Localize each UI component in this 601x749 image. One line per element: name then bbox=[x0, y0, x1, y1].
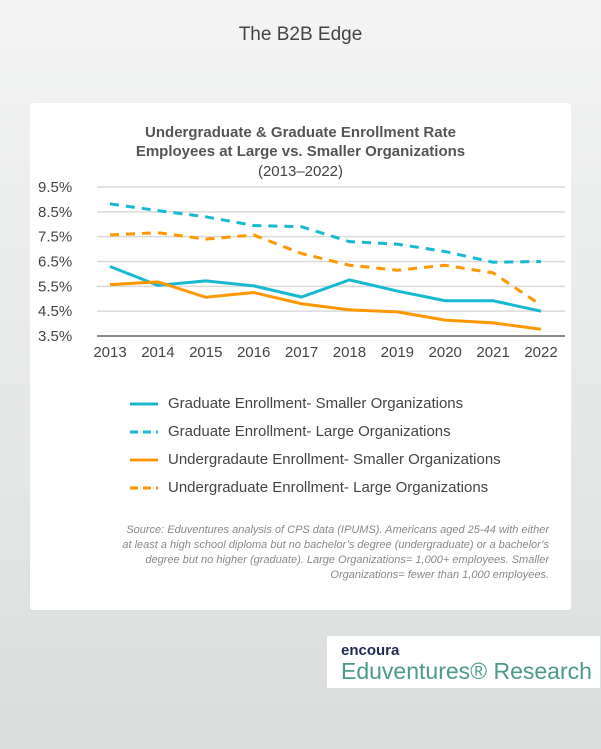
x-tick-label: 2020 bbox=[429, 344, 462, 361]
series-line bbox=[109, 265, 542, 313]
chart-title: Undergraduate & Graduate Enrollment Rate… bbox=[135, 124, 466, 160]
y-tick-label: 9.5% bbox=[38, 179, 72, 196]
page-header: The B2B Edge bbox=[238, 24, 363, 45]
series-line bbox=[109, 280, 542, 331]
chart-subtitle: (2013–2022) bbox=[257, 163, 344, 180]
legend-label: Undergradaute Enrollment- Smaller Organi… bbox=[168, 451, 501, 468]
legend-swatch bbox=[130, 430, 158, 433]
y-tick-label: 3.5% bbox=[38, 328, 72, 345]
legend-label: Graduate Enrollment- Large Organizations bbox=[168, 423, 451, 440]
legend-item: Undergraduate Enrollment- Large Organiza… bbox=[130, 479, 488, 496]
x-tick-label: 2022 bbox=[524, 344, 557, 361]
y-tick-label: 5.5% bbox=[38, 278, 72, 295]
legend-item: Graduate Enrollment- Smaller Organizatio… bbox=[130, 395, 463, 412]
series-line bbox=[109, 231, 542, 307]
legend-label: Graduate Enrollment- Smaller Organizatio… bbox=[168, 395, 464, 412]
y-tick-label: 6.5% bbox=[38, 254, 72, 271]
y-tick-label: 4.5% bbox=[38, 303, 72, 320]
legend-swatch bbox=[130, 402, 158, 405]
source-note: Source: Eduventures analysis of CPS data… bbox=[122, 524, 549, 581]
x-tick-label: 2016 bbox=[237, 344, 270, 361]
x-tick-label: 2021 bbox=[476, 344, 509, 361]
logo: encoura Eduventures® Research bbox=[327, 636, 600, 688]
x-tick-label: 2017 bbox=[285, 344, 318, 361]
legend-item: Graduate Enrollment- Large Organizations bbox=[130, 423, 451, 440]
x-tick-label: 2013 bbox=[93, 344, 126, 361]
legend-swatch bbox=[130, 486, 158, 489]
brand-logo: encoura bbox=[341, 642, 400, 659]
series-line bbox=[109, 202, 542, 264]
x-tick-label: 2018 bbox=[333, 344, 366, 361]
y-tick-label: 7.5% bbox=[38, 229, 72, 246]
line-chart: 9.5% 8.5% 7.5% 6.5% 5.5% 4.5% 3.5% 2013 2014 2015… bbox=[38, 179, 565, 361]
brand-name: Eduventures® Research bbox=[341, 658, 592, 684]
legend-item: Undergradaute Enrollment- Smaller Organi… bbox=[130, 451, 501, 468]
x-tick-label: 2015 bbox=[189, 344, 222, 361]
legend-swatch bbox=[130, 458, 158, 461]
legend-label: Undergraduate Enrollment- Large Organiza… bbox=[168, 479, 489, 496]
x-tick-label: 2019 bbox=[381, 344, 414, 361]
y-tick-label: 8.5% bbox=[38, 204, 72, 221]
x-tick-label: 2014 bbox=[141, 344, 174, 361]
chart-card: Undergraduate & Graduate Enrollment Rate… bbox=[30, 103, 571, 610]
